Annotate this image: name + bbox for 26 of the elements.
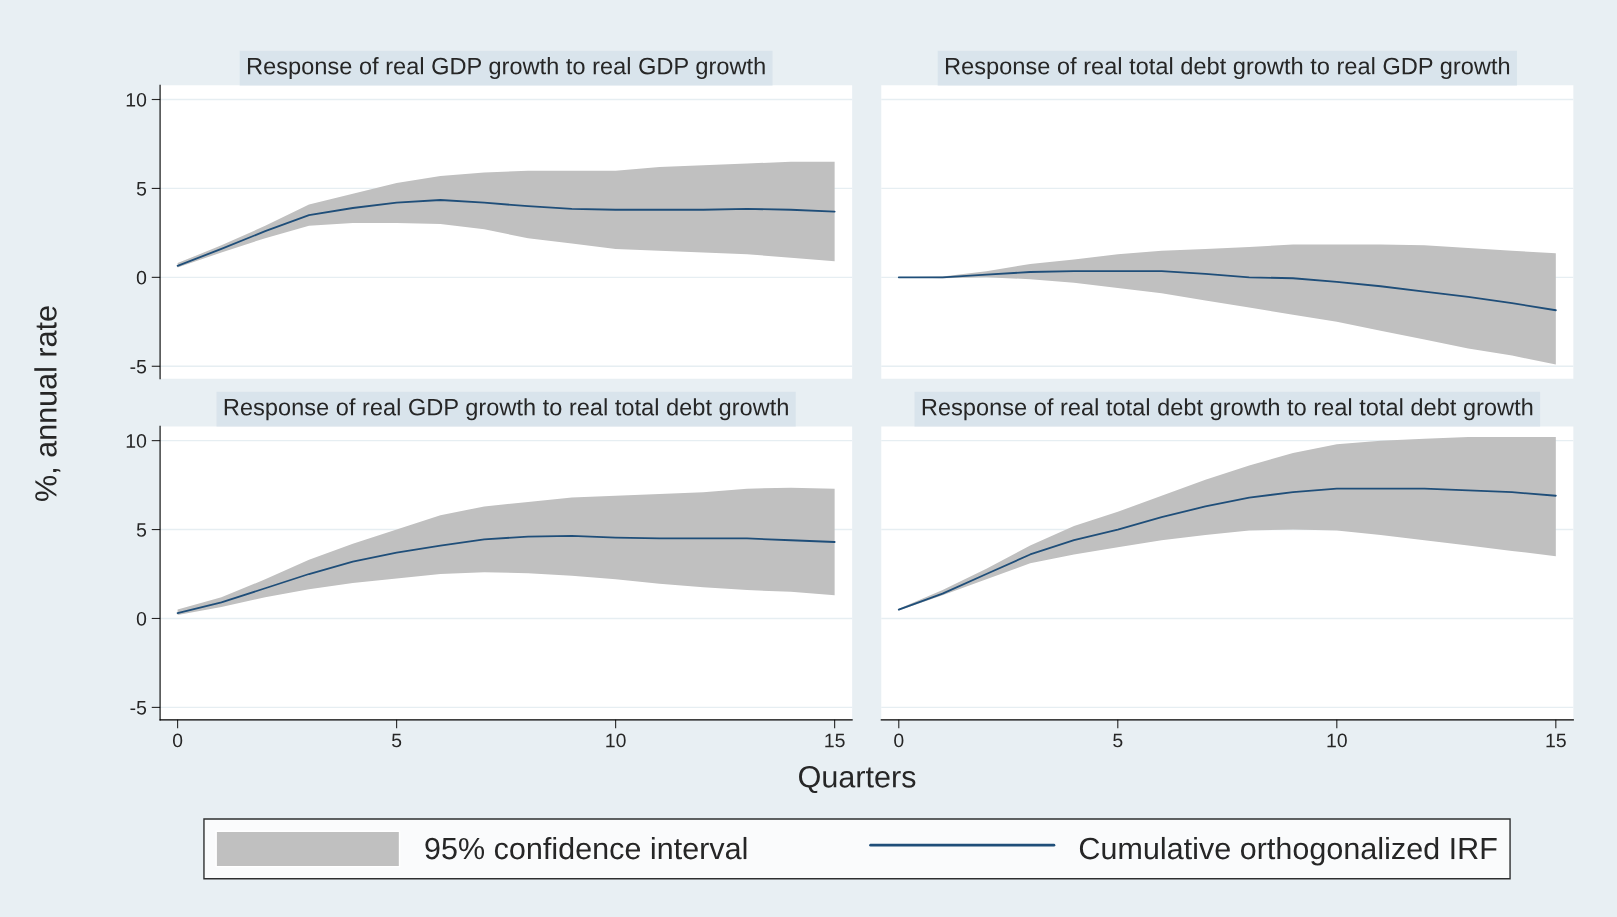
x-axis-title: Quarters [799, 766, 916, 794]
x-tick-label: 0 [172, 733, 183, 748]
x-tick-label: 10 [606, 733, 626, 748]
y-tick-label: -5 [130, 359, 147, 374]
line-series [176, 534, 836, 615]
chart-title: Response of real GDP growth to real total debt growth [224, 398, 788, 421]
x-tick-label: 15 [825, 733, 845, 748]
y-tick-label: 0 [136, 270, 147, 285]
y-tick-label: 5 [136, 523, 147, 537]
x-tick-label: 15 [1546, 733, 1566, 748]
x-tick-label: 5 [391, 733, 402, 748]
y-tick-label: 10 [126, 92, 147, 107]
chart-title: Response of real total debt growth to real total debt growth [922, 398, 1533, 421]
chart-title: Response of real total debt growth to real GDP growth [945, 57, 1510, 80]
x-tick-label: 10 [1327, 733, 1347, 748]
chart-title: Response of real GDP growth to real GDP growth [247, 57, 765, 80]
y-tick-label: 5 [136, 182, 147, 196]
y-tick-label: 0 [136, 611, 147, 626]
text: Cumulative orthogonalized IRF [1079, 836, 1497, 866]
y-axis-title: %, annual rate [34, 306, 61, 501]
text: 95% confidence interval [425, 836, 747, 860]
x-tick-label: 5 [1113, 733, 1123, 748]
line-series [176, 199, 836, 267]
y-tick-label: 10 [126, 434, 147, 448]
x-tick-label: 0 [894, 733, 904, 748]
y-tick-label: -5 [130, 701, 147, 715]
